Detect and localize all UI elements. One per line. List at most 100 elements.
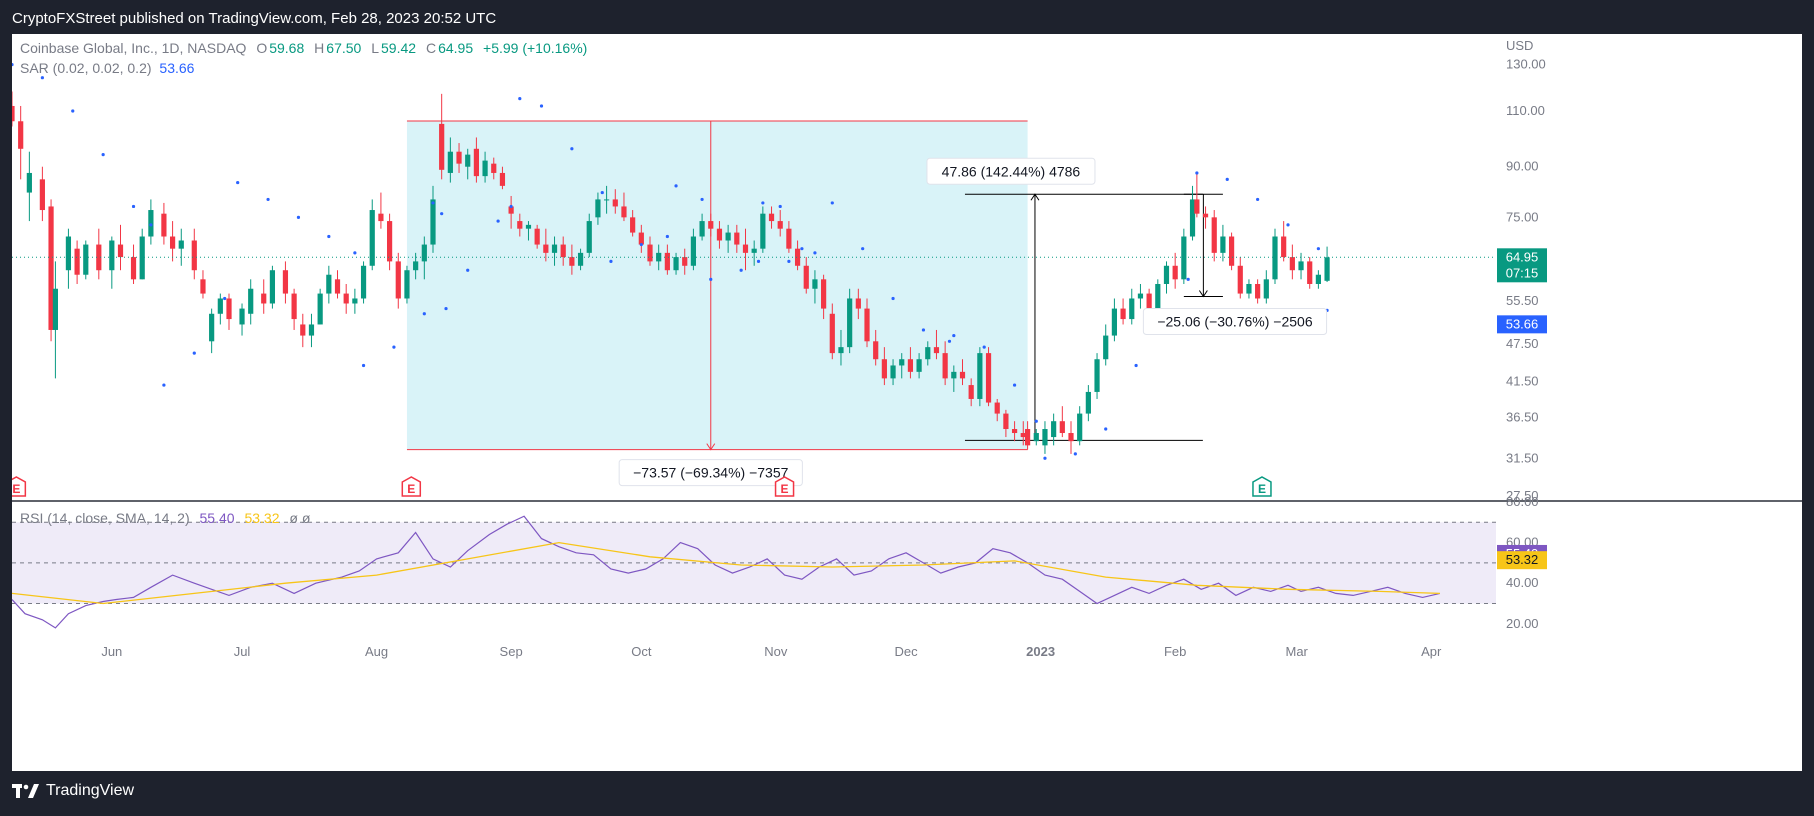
rsi-ma-line [11,541,1440,605]
sar-dot [756,259,761,263]
tradingview-logo-icon [12,784,39,798]
candle-body [1228,236,1235,266]
change-value: +5.99 (+10.16%) [483,40,588,56]
high-label: H [314,40,325,56]
axes-layer: USD 130.00 110.00 90.00 75.00 55.50 47.50 41.50… [12,38,1802,659]
sar-price-badge-box [1497,315,1547,334]
candle-body [1051,421,1057,438]
rsi-tick-label: 40.00 [1506,575,1539,590]
time-tick-label: Jun [101,644,122,659]
candle-body [1315,274,1321,284]
candle-body [191,240,197,271]
candle-body [1163,265,1170,284]
publisher-line: CryptoFXStreet published on TradingView.… [12,10,497,27]
sar-dot [10,62,14,67]
brand-label: TradingView [46,782,135,799]
chart-panel[interactable]: USD 130.00 110.00 90.00 75.00 55.50 47.50 41.50… [6,34,1802,771]
sar-dot [71,109,75,113]
candle-body [456,151,462,164]
price-tick-label: 90.00 [1506,159,1539,174]
candle-body [508,206,514,214]
candle-body [734,232,740,245]
sar-dot [891,296,895,301]
chart-canvas[interactable]: USD 130.00 110.00 90.00 75.00 55.50 47.50 41.50… [6,34,1802,771]
sar-dot [761,201,765,205]
candle-body [1220,236,1226,253]
rsi-ma-value-badge-text: 53.32 [1506,552,1539,567]
candle-body [1298,261,1304,271]
candle-body [690,236,697,266]
sar-dot [1186,277,1190,281]
candle-body [239,308,245,325]
measure-arrow-head [1198,290,1208,298]
candle-body [226,298,232,320]
sar-dot [1316,247,1320,251]
candle-body [881,359,887,379]
candle-body [369,210,375,266]
candle-body [907,359,914,372]
candle-body [1137,293,1144,299]
sar-dot [1034,419,1038,423]
candle-body [1255,283,1261,299]
sar-dot [192,351,196,355]
candle-body [786,228,792,249]
candle-body [1103,335,1109,360]
candle-body [482,160,488,177]
time-tick-label: Dec [895,644,919,659]
measure-arrow-head [1030,193,1040,201]
candle-body [473,148,479,177]
price-tick-label: 75.00 [1506,209,1539,224]
candle-body [169,236,176,249]
candle-body [1263,279,1269,299]
earnings-marker-label: E [12,482,20,496]
earnings-marker [774,476,795,497]
sar-dot [1256,197,1260,202]
sar-dot [947,339,952,343]
candle-body [768,213,775,222]
time-tick-label: Feb [1164,644,1186,659]
candle-body [334,279,341,294]
last-price-badge-text: 64.95 [1506,249,1539,264]
candle-body [725,232,731,241]
candle-body [117,244,124,258]
sar-dot [353,251,357,255]
candle-body [1237,265,1243,294]
sar-dot [665,234,669,239]
brand[interactable]: TradingView [12,782,134,800]
candle-body [543,244,549,253]
candle-body [421,244,427,262]
sar-dot [778,204,782,209]
earnings-marker [1252,476,1272,497]
low-value: 59.42 [381,40,417,56]
candle-body [1211,217,1217,253]
candle-body [968,385,974,399]
sar-dot [952,333,956,338]
sar-dot [327,234,331,239]
candle-body [1085,391,1091,414]
rsi-layer [11,515,1441,629]
candle-body [708,221,714,229]
sar-dot [518,97,522,101]
candle-body [647,244,653,262]
candle-body [916,359,922,372]
price-tick-label: 41.50 [1506,374,1539,389]
candle-body [873,341,879,360]
candle-body [395,261,401,299]
candle-body [604,199,610,201]
sar-dot [739,268,743,272]
candle-body [360,265,367,299]
candle-body [673,257,679,271]
candle-body [161,213,167,237]
candle-body [985,353,992,403]
price-tick-label: 130.00 [1506,57,1546,72]
candle-body [1146,293,1152,309]
footer-bar: TradingView [0,771,1814,816]
candle-body [491,163,497,173]
close-label: C [425,40,437,56]
rsi-band-layer [12,521,1496,605]
price-tick-label: 27.50 [1506,488,1539,503]
candle-body [638,232,644,245]
sar-dot [162,383,166,387]
sar-dot [466,268,470,272]
candle-body [130,257,137,280]
